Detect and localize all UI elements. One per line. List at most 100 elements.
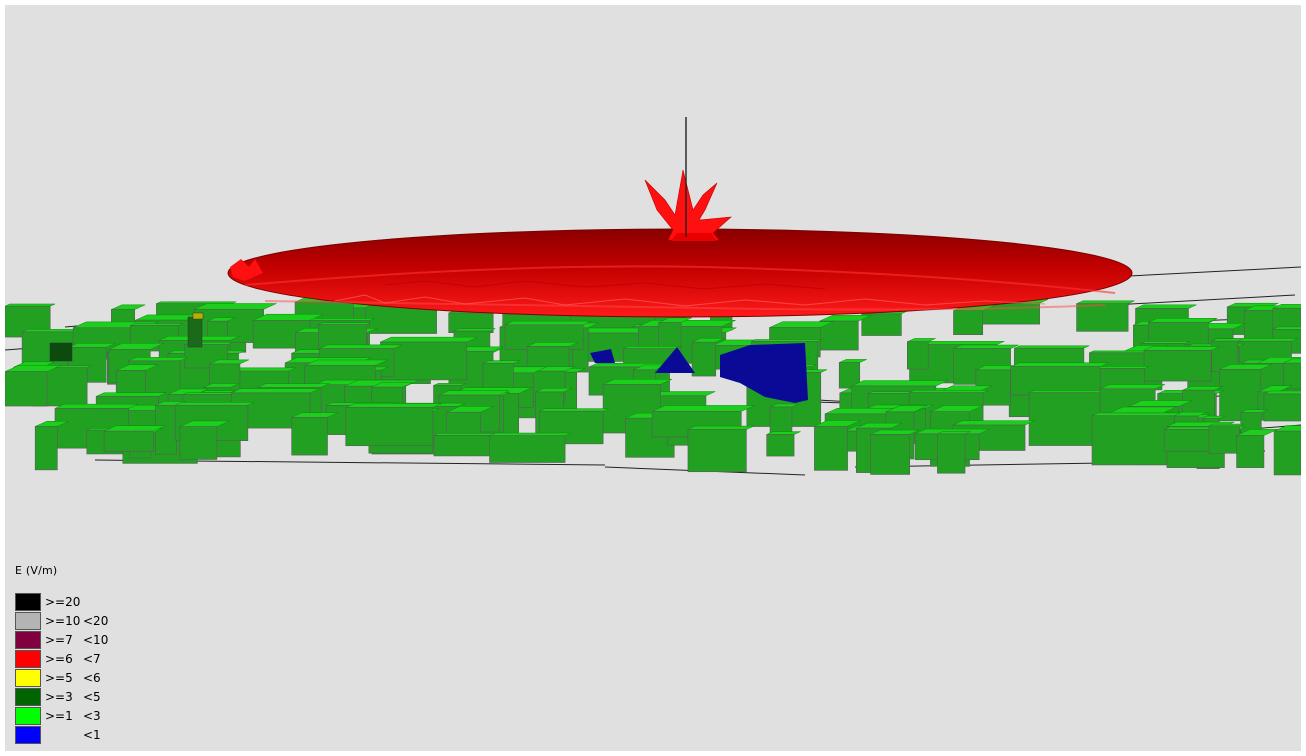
building-roof: [128, 357, 189, 362]
legend-row: >=1 <3: [15, 707, 215, 726]
legend-lower-bound: >=1: [45, 709, 73, 723]
building-roof: [1140, 341, 1190, 344]
building-block: [1148, 321, 1209, 345]
building-block: [953, 310, 984, 335]
building-roof: [1211, 338, 1244, 342]
building-block: [814, 425, 848, 471]
building-roof: [1148, 318, 1218, 323]
building-block: [345, 407, 434, 447]
building-roof: [1099, 384, 1166, 390]
building-block: [179, 426, 218, 460]
building-roof: [489, 432, 572, 436]
building-roof: [851, 380, 948, 387]
legend-lower-bound: >=7: [45, 633, 73, 647]
building-block: [1208, 425, 1240, 454]
building-block: [187, 316, 203, 348]
building-block: [870, 434, 911, 475]
building-roof: [438, 390, 510, 396]
building-roof: [319, 344, 403, 349]
building-roof: [652, 405, 755, 412]
building-block: [1091, 415, 1175, 466]
building-roof: [539, 408, 609, 412]
legend-row: >=3 <5: [15, 688, 215, 707]
building-roof: [766, 431, 801, 435]
legend-swatch: [15, 669, 41, 687]
building-roof: [687, 425, 755, 430]
building-roof: [1135, 304, 1197, 309]
legend-row: >=7 <10: [15, 631, 215, 650]
building-block: [838, 362, 861, 389]
building-roof: [638, 320, 736, 327]
legend-row: >=6 <7: [15, 650, 215, 669]
building-roof: [1272, 304, 1301, 309]
legend-lower-bound: >=20: [45, 595, 81, 609]
building-roof: [380, 336, 478, 343]
building-roof: [1272, 326, 1301, 330]
legend-row: >=5 <6: [15, 669, 215, 688]
building-roof: [1091, 412, 1181, 416]
building-roof: [952, 420, 1035, 426]
building-roof: [304, 359, 388, 366]
building-roof: [231, 388, 320, 394]
legend-title: E (V/m): [15, 564, 58, 577]
building-roof: [504, 320, 592, 326]
building-roof: [5, 303, 56, 307]
legend-swatch: [15, 631, 41, 649]
building-block: [861, 313, 902, 336]
legend-swatch: [15, 612, 41, 630]
legend-row: >=20: [15, 593, 215, 612]
legend-lower-bound: >=6: [45, 652, 73, 666]
building-roof: [953, 344, 1019, 349]
building-roof: [908, 390, 989, 393]
building-block: [937, 433, 966, 474]
building-block: [192, 312, 204, 320]
building-roof: [1014, 345, 1090, 349]
building-roof: [433, 383, 466, 386]
legend-upper-bound: <7: [83, 652, 101, 666]
building-roof: [623, 346, 681, 349]
legend-lower-bound: >=3: [45, 690, 73, 704]
radiation-pattern: [227, 117, 1133, 318]
building-roof: [54, 403, 139, 409]
building-roof: [1263, 390, 1301, 395]
building-roof: [345, 403, 442, 408]
legend-lower-bound: >=5: [45, 671, 73, 685]
legend-row: <1: [15, 726, 215, 745]
building-block: [691, 341, 717, 377]
building-block: [1273, 430, 1301, 476]
building-block: [1236, 435, 1265, 468]
building-block: [1143, 350, 1212, 382]
building-roof: [453, 328, 496, 332]
legend-upper-bound: <5: [83, 690, 101, 704]
legend-swatch: [15, 707, 41, 725]
building-roof: [1028, 390, 1108, 393]
building-block: [291, 417, 328, 456]
building-block: [687, 429, 747, 473]
building-block: [766, 434, 795, 457]
legend-upper-bound: <20: [83, 614, 109, 628]
building-roof: [194, 303, 277, 310]
legend-upper-bound: <3: [83, 709, 101, 723]
building-block: [1076, 303, 1129, 332]
building-roof: [527, 342, 579, 347]
building-roof: [1076, 300, 1135, 304]
legend-upper-bound: <1: [83, 728, 101, 742]
building-roof: [482, 360, 520, 364]
building-block: [1028, 392, 1103, 446]
building-block: [489, 435, 566, 463]
3d-viewport[interactable]: E (V/m) >=20 >=10 <20 >=7 <10 >=6 <7 >=5…: [5, 5, 1301, 751]
building-block: [5, 371, 48, 407]
3d-scene: [5, 117, 1301, 476]
legend-swatch: [15, 650, 41, 668]
building-block: [34, 426, 58, 471]
building-block: [103, 430, 154, 452]
building-block: [1263, 393, 1301, 422]
building-block: [49, 342, 73, 362]
building-block: [115, 370, 146, 397]
legend-swatch: [15, 593, 41, 611]
low-field-region: [590, 343, 808, 403]
building-roof: [937, 431, 971, 435]
building-roof: [1010, 362, 1109, 367]
building-roof: [96, 392, 167, 397]
legend-swatch: [15, 688, 41, 706]
